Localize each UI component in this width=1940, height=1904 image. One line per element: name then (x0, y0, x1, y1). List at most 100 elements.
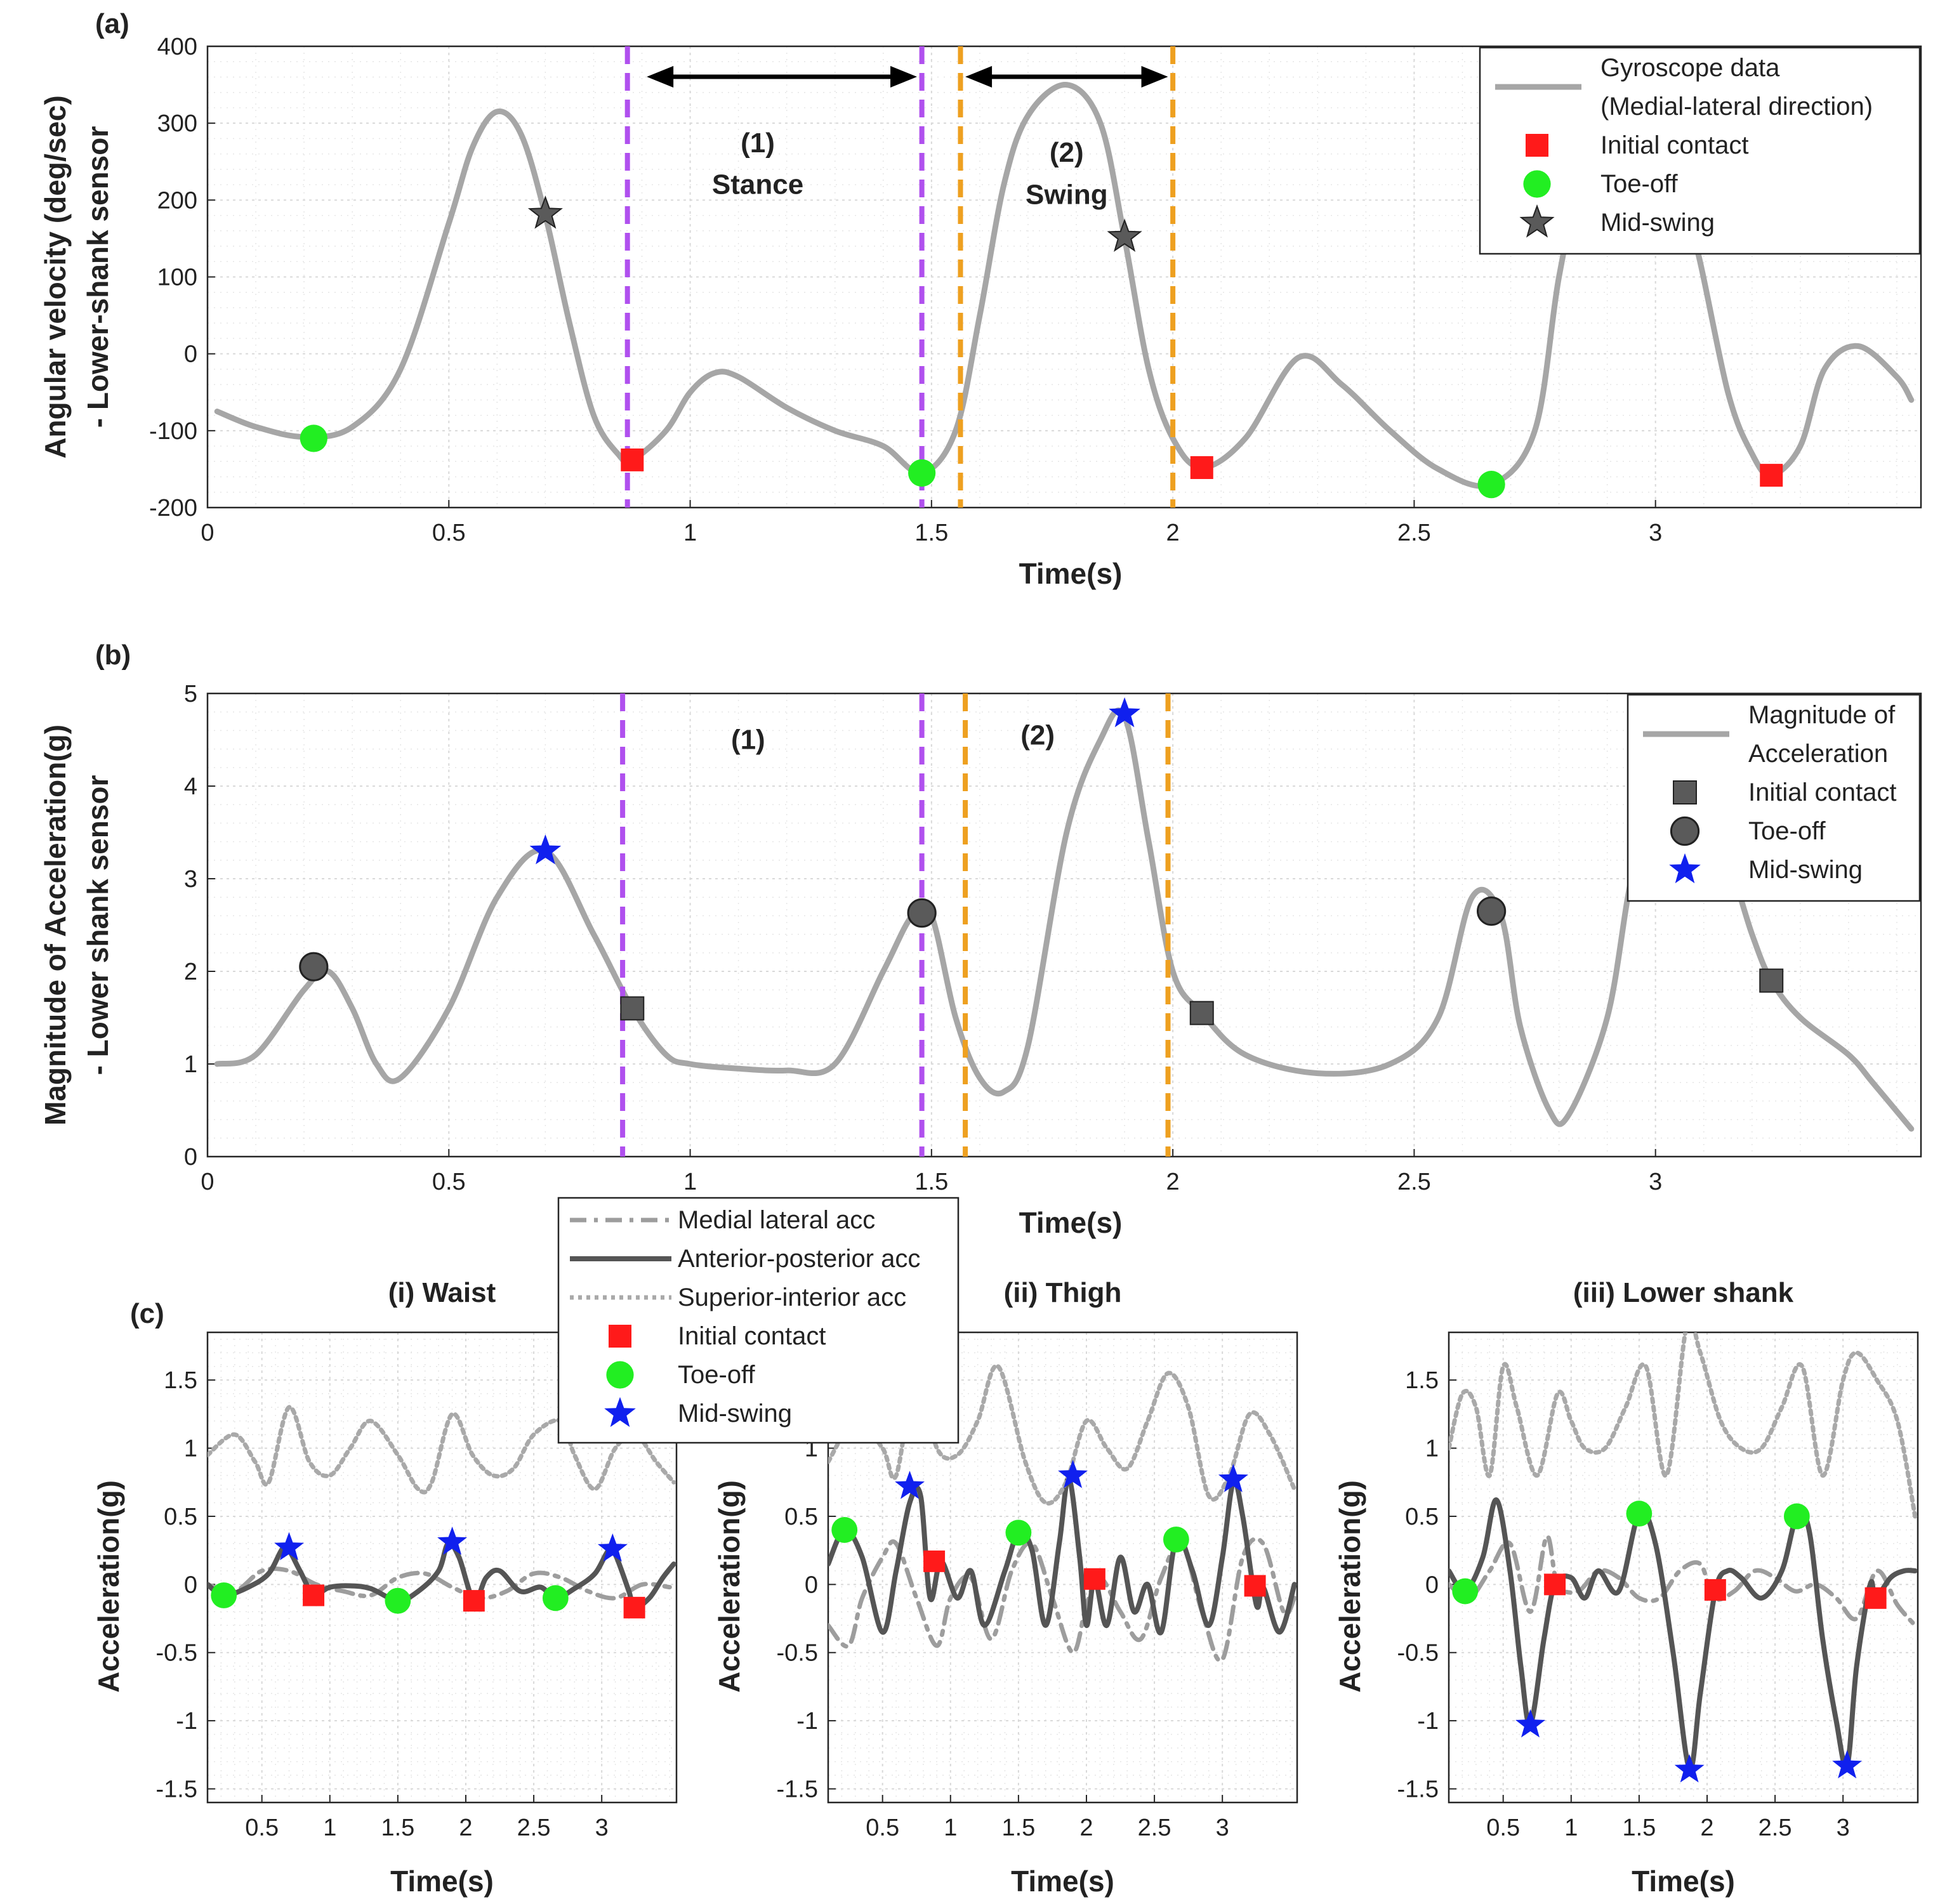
legend-label: Acceleration (1748, 740, 1888, 768)
y-tick-label: 1.5 (164, 1367, 197, 1394)
marker-initial-contact (1190, 456, 1213, 479)
y-tick-label: -1.5 (1397, 1776, 1439, 1803)
x-axis-label: Time(s) (1019, 557, 1123, 590)
marker-initial-contact (1704, 1579, 1726, 1601)
legend-box (557, 1197, 960, 1444)
marker-initial-contact (1189, 1001, 1214, 1025)
y-axis-label-2: - Lower-shank sensor (81, 126, 114, 428)
marker-toe-off (1783, 1503, 1810, 1530)
x-tick-label: 3 (1837, 1815, 1850, 1841)
ticks: 0.511.522.53-1.5-1-0.500.511.5 (777, 1367, 1229, 1841)
y-tick-label: 0.5 (164, 1504, 197, 1530)
x-tick-label: 1.5 (1622, 1815, 1656, 1841)
legend-label: (Medial-lateral direction) (1600, 93, 1873, 121)
x-tick-label: 1.5 (1001, 1815, 1035, 1841)
x-axis-label: Time(s) (1632, 1865, 1735, 1898)
legend-star-sample (604, 1396, 636, 1428)
legend-square-sample (609, 1325, 631, 1348)
legend-label: Toe-off (1748, 817, 1826, 845)
legend: Gyroscope data (Medial-lateral direction)… (1479, 46, 1921, 255)
x-axis-label: Time(s) (390, 1865, 494, 1898)
y-axis-label: Angular velocity (deg/sec) (39, 95, 72, 459)
chart-title: (i) Waist (388, 1277, 496, 1308)
y-tick-label: 1 (184, 1436, 197, 1462)
marker-toe-off (300, 424, 327, 452)
ticks: 0 0.5 1 1.5 2 2.5 3 -200 -100 0 100 200 300 400 (149, 34, 1662, 546)
marker-initial-contact (463, 1590, 485, 1612)
chart-b: 0 0.5 1 1.5 2 2.5 3 0 1 2 3 4 5 Time(s) Magnitude of A… (39, 640, 1922, 1239)
x-tick-label: 2 (1166, 1169, 1180, 1195)
y-tick-label: 0 (184, 1572, 197, 1598)
phase-annotation: Swing (1026, 179, 1108, 210)
marker-toe-off (299, 952, 329, 982)
chart-title: (iii) Lower shank (1573, 1277, 1794, 1308)
y-tick-label: 0 (184, 341, 197, 368)
marker-mid-swing (529, 834, 562, 865)
y-tick-label: 200 (157, 187, 197, 214)
x-tick-label: 1.5 (381, 1815, 414, 1841)
y-tick-label: 0.5 (784, 1504, 818, 1530)
legend-label: Superior-interior acc (678, 1284, 906, 1311)
legend-label: Gyroscope data (1600, 54, 1780, 82)
x-tick-label: 0.5 (432, 520, 466, 546)
legend-c: Medial lateral acc Anterior-posterior acc… (557, 1197, 960, 1444)
legend-label: Anterior-posterior acc (678, 1245, 920, 1273)
legend: Magnitude of Acceleration Initial contact T… (1627, 693, 1921, 902)
y-tick-label: 400 (157, 34, 197, 60)
series-line-dotted (1449, 1332, 1918, 1519)
legend-label: Initial contact (678, 1322, 826, 1350)
x-tick-label: 2.5 (517, 1815, 551, 1841)
marker-initial-contact (1083, 1568, 1105, 1590)
x-tick-label: 2 (1079, 1815, 1093, 1841)
x-tick-label: 2.5 (1397, 1169, 1431, 1195)
axes-frame (206, 1331, 678, 1804)
phase-annotation: (1) (741, 128, 775, 159)
y-axis-label: Magnitude of Acceleration(g) (39, 725, 72, 1126)
x-tick-label: 3 (595, 1815, 609, 1841)
marker-initial-contact (1244, 1575, 1266, 1597)
y-tick-label: 1 (184, 1051, 197, 1078)
axes-frame (827, 1331, 1298, 1804)
marker-mid-swing (1107, 218, 1142, 252)
phase-arrow-head-left (965, 66, 993, 88)
phase-arrow-head-right (1141, 66, 1168, 88)
y-tick-label: 1 (1425, 1436, 1439, 1462)
marker-toe-off (385, 1587, 411, 1614)
phase-annotation: (2) (1050, 137, 1084, 168)
marker-toe-off (542, 1585, 569, 1612)
marker-mid-swing (1218, 1464, 1248, 1492)
phase-arrow-head-right (890, 66, 918, 88)
phase-annotation: (1) (731, 725, 765, 756)
marker-toe-off (1477, 471, 1505, 499)
chart-a: 0 0.5 1 1.5 2 2.5 3 -200 -100 0 100 200 300 400 Time(s… (39, 8, 1922, 590)
x-tick-label: 0.5 (866, 1815, 899, 1841)
legend-label: Mid-swing (1600, 209, 1715, 237)
legend-label: Toe-off (1600, 170, 1678, 198)
legend-circle-sample (1670, 816, 1700, 846)
panel-tag: (a) (95, 8, 129, 39)
x-tick-label: 3 (1649, 1169, 1662, 1195)
marker-toe-off (1452, 1578, 1479, 1605)
marker-toe-off (1163, 1526, 1189, 1553)
x-tick-label: 1.5 (914, 1169, 948, 1195)
x-tick-label: 0 (201, 520, 214, 546)
legend-label: Mid-swing (678, 1400, 792, 1428)
legend-label: Medial lateral acc (678, 1206, 875, 1234)
y-tick-label: 0 (1425, 1572, 1439, 1598)
marker-toe-off (1626, 1500, 1653, 1527)
marker-initial-contact (1759, 968, 1784, 993)
marker-initial-contact (923, 1550, 946, 1572)
x-tick-label: 1 (1564, 1815, 1578, 1841)
x-tick-label: 3 (1216, 1815, 1229, 1841)
x-tick-label: 2 (459, 1815, 472, 1841)
marker-toe-off (1476, 896, 1507, 926)
marker-toe-off (211, 1582, 237, 1608)
x-tick-label: 1 (683, 1169, 697, 1195)
legend-label: Magnitude of (1748, 701, 1896, 729)
y-tick-label: -1 (176, 1708, 197, 1735)
y-tick-label: 0 (805, 1572, 818, 1598)
marker-mid-swing (895, 1471, 925, 1499)
y-tick-label: -0.5 (1397, 1640, 1439, 1667)
